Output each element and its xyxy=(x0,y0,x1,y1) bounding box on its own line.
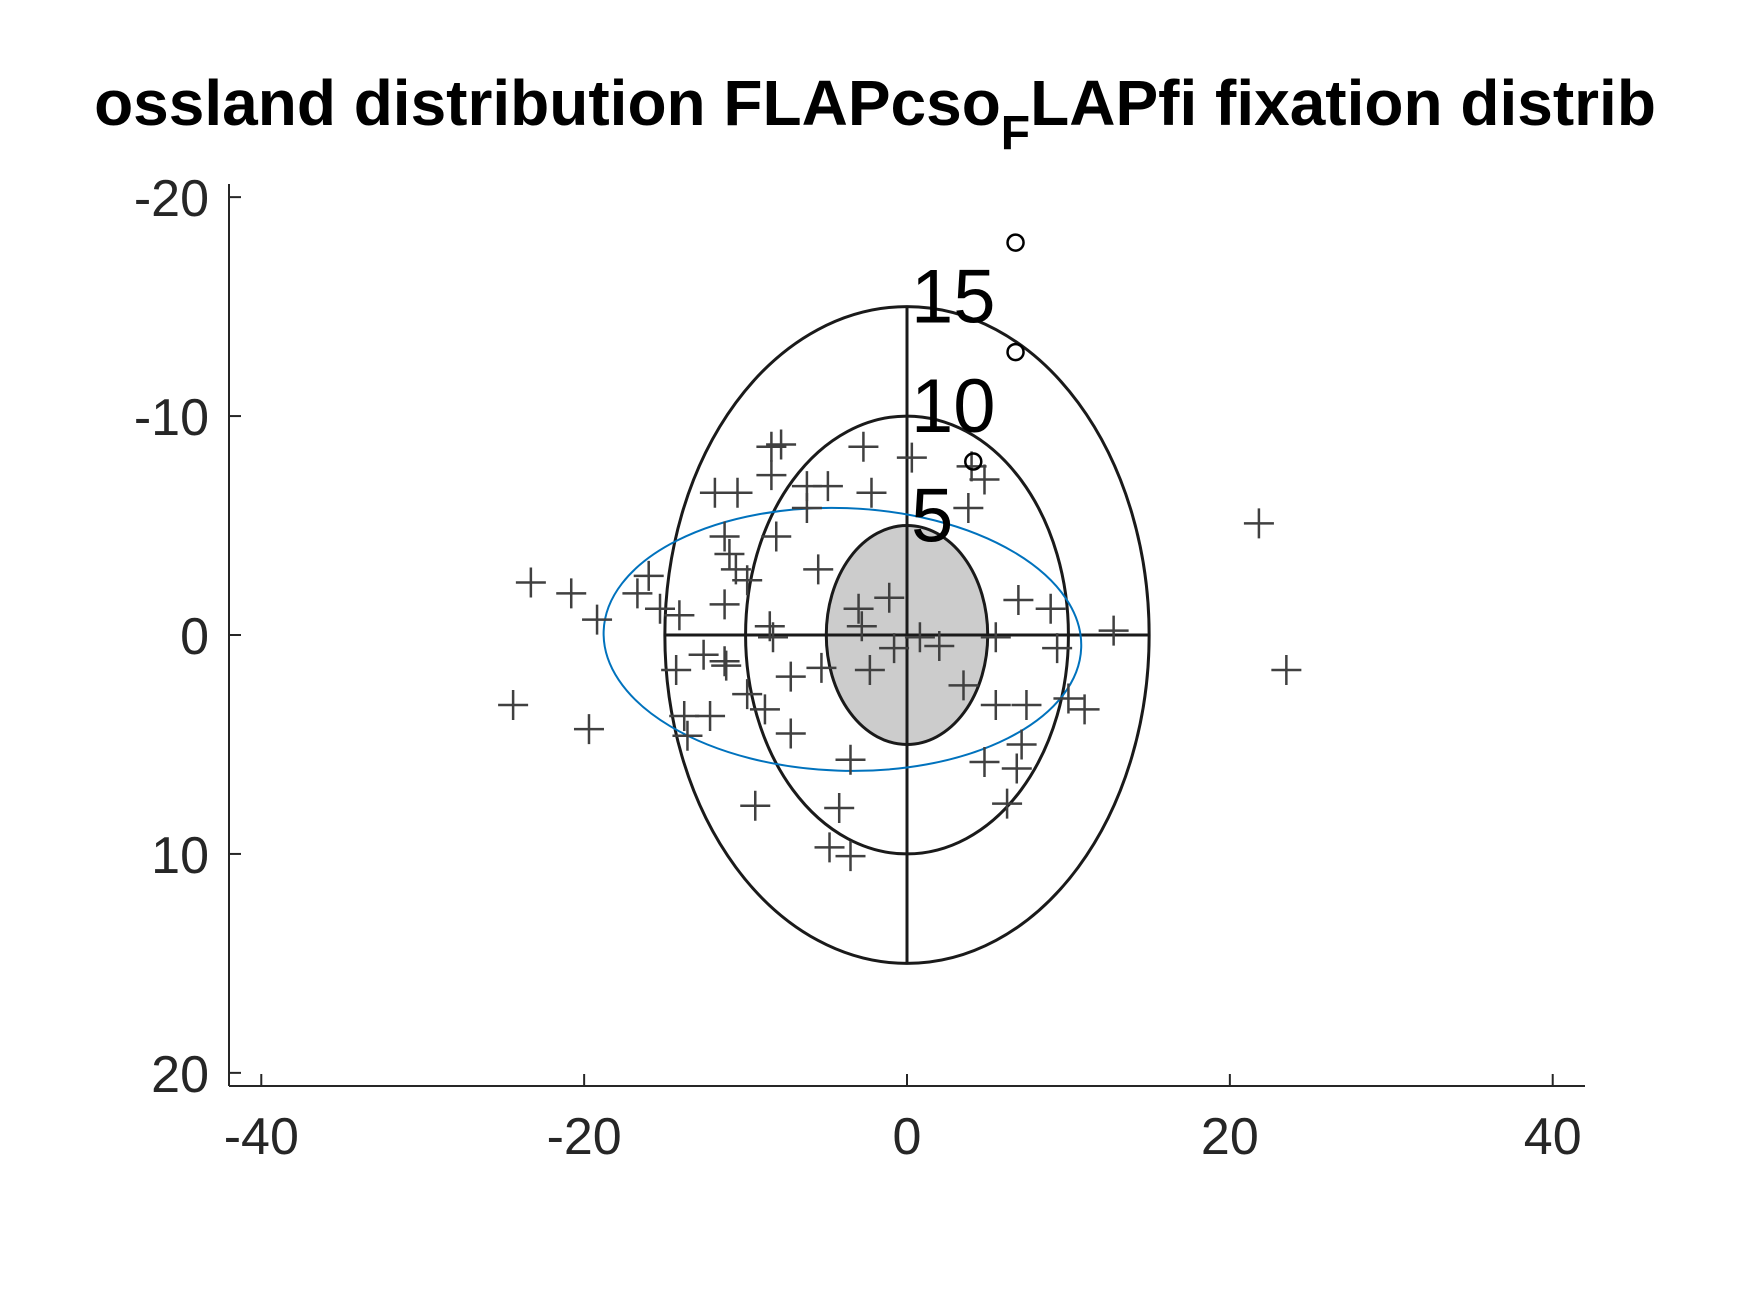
point xyxy=(879,633,910,664)
point xyxy=(1098,615,1129,646)
point xyxy=(573,714,604,745)
point xyxy=(695,701,726,732)
point xyxy=(775,661,806,692)
point xyxy=(556,578,587,609)
ring-label: 10 xyxy=(911,364,996,449)
x-tick-label: -20 xyxy=(547,1108,622,1166)
point xyxy=(1069,694,1100,725)
point xyxy=(709,521,740,552)
point xyxy=(1011,690,1042,721)
point xyxy=(709,589,740,620)
x-tick-label: 20 xyxy=(1201,1108,1259,1166)
point xyxy=(720,554,751,585)
point xyxy=(688,639,719,670)
point xyxy=(756,460,787,491)
point xyxy=(515,567,546,598)
point xyxy=(956,451,987,482)
point xyxy=(856,477,887,508)
point xyxy=(969,746,1000,777)
point xyxy=(758,622,789,653)
point xyxy=(824,792,855,823)
point xyxy=(1271,655,1302,686)
point xyxy=(896,442,927,473)
degree-mark xyxy=(1006,342,1025,362)
ring-label: 15 xyxy=(911,255,996,340)
point xyxy=(806,652,837,683)
point xyxy=(645,593,676,624)
x-tick-label: 0 xyxy=(893,1108,922,1166)
point xyxy=(848,431,879,462)
point xyxy=(953,493,984,524)
point xyxy=(582,604,613,635)
y-tick-label: -20 xyxy=(134,170,209,228)
point xyxy=(711,650,742,681)
point xyxy=(661,655,692,686)
point xyxy=(766,429,797,460)
point xyxy=(791,471,822,502)
title-part: ossland distribution FLAPcso xyxy=(94,67,1001,139)
point xyxy=(969,464,1000,495)
point xyxy=(669,701,700,732)
point xyxy=(732,679,763,710)
point xyxy=(633,560,664,591)
point xyxy=(992,788,1023,819)
point xyxy=(1042,633,1073,664)
point xyxy=(1035,593,1066,624)
y-tick-label: 10 xyxy=(151,827,209,885)
point xyxy=(835,841,866,872)
x-tick-label: -40 xyxy=(224,1108,299,1166)
title-part: LAPfi fixation distrib xyxy=(1030,67,1656,139)
point xyxy=(980,622,1011,653)
point xyxy=(722,477,753,508)
point xyxy=(1243,508,1274,539)
point xyxy=(814,832,845,863)
point xyxy=(775,718,806,749)
point xyxy=(846,611,877,642)
point xyxy=(1001,753,1032,784)
point xyxy=(498,690,529,721)
y-tick-label: -10 xyxy=(134,389,209,447)
point xyxy=(843,593,874,624)
point xyxy=(980,690,1011,721)
degree-mark xyxy=(964,452,983,471)
point xyxy=(622,578,653,609)
point xyxy=(874,582,905,613)
point xyxy=(924,630,955,661)
ring-label: 5 xyxy=(911,474,953,559)
point xyxy=(835,744,866,775)
chart-title: ossland distribution FLAPcsoFLAPfi fixat… xyxy=(94,67,1656,160)
point xyxy=(672,720,703,751)
point xyxy=(749,694,780,725)
point xyxy=(709,646,740,677)
point xyxy=(1006,729,1037,760)
point xyxy=(1053,683,1084,714)
point xyxy=(803,554,834,585)
point xyxy=(761,521,792,552)
point xyxy=(740,790,771,821)
x-tick-label: 40 xyxy=(1524,1108,1582,1166)
y-tick-label: 0 xyxy=(180,608,209,666)
point xyxy=(714,538,745,569)
point xyxy=(664,600,695,631)
y-tick-label: 20 xyxy=(151,1046,209,1104)
degree-mark xyxy=(1006,233,1025,252)
point xyxy=(1003,584,1034,615)
title-subscript: F xyxy=(1001,107,1030,160)
point xyxy=(948,670,979,701)
point xyxy=(904,622,935,653)
fit-ellipse xyxy=(602,506,1083,772)
point xyxy=(854,655,885,686)
